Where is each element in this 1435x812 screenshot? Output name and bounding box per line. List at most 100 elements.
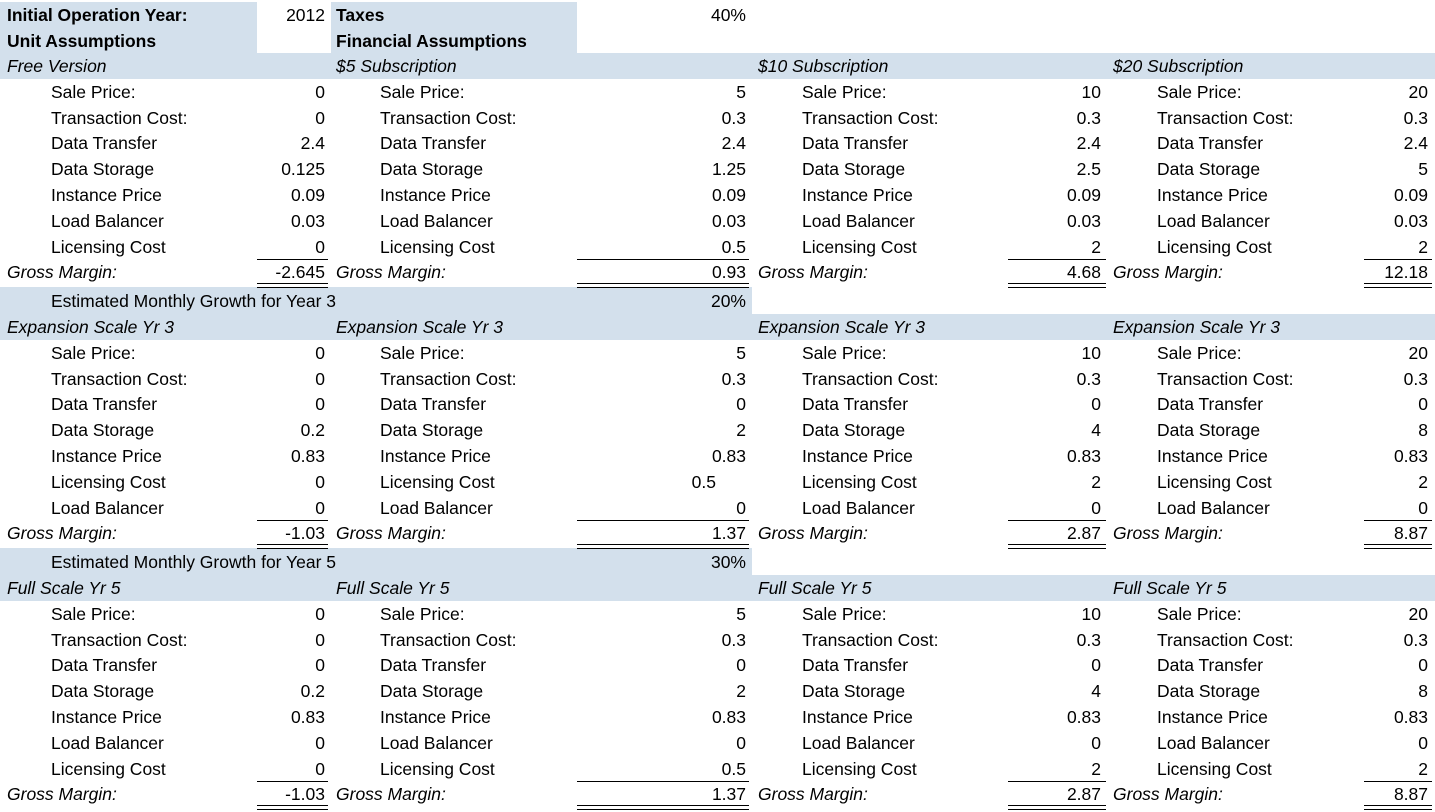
row-value[interactable]: 0.83 xyxy=(290,707,325,727)
gross-margin-value[interactable]: -1.03 xyxy=(285,523,325,544)
row-value[interactable]: 8 xyxy=(1418,681,1428,702)
row-value[interactable]: 0 xyxy=(315,342,325,363)
gross-margin-value[interactable]: 8.87 xyxy=(1393,523,1428,544)
row-value[interactable]: 0.83 xyxy=(1393,446,1428,466)
row-value[interactable]: 0.125 xyxy=(281,159,325,180)
gross-margin-value[interactable]: 12.18 xyxy=(1384,262,1428,283)
row-value[interactable]: 0 xyxy=(315,732,325,753)
row-value[interactable]: 1.25 xyxy=(711,159,746,180)
row-value[interactable]: 20 xyxy=(1408,81,1428,102)
row-value[interactable]: 0.5 xyxy=(721,758,746,779)
row-value[interactable]: 0.83 xyxy=(290,446,325,466)
row-value[interactable]: 0.3 xyxy=(1403,368,1428,389)
row-value[interactable]: 0.83 xyxy=(711,707,746,727)
row-value[interactable]: 0.03 xyxy=(290,210,325,231)
growth-year5-value[interactable]: 30% xyxy=(710,552,746,572)
row-value[interactable]: 2 xyxy=(736,420,746,441)
row-value[interactable]: 0 xyxy=(315,603,325,624)
row-value[interactable]: 2 xyxy=(1418,758,1428,779)
row-value[interactable]: 0.03 xyxy=(711,210,746,231)
row-value[interactable]: 10 xyxy=(1081,342,1101,363)
gross-margin-value[interactable]: 1.37 xyxy=(711,784,746,805)
row-value[interactable]: 0.83 xyxy=(1393,707,1428,727)
gross-margin-value[interactable]: 1.37 xyxy=(711,523,746,544)
row-value[interactable]: 5 xyxy=(736,342,746,363)
gross-margin-value[interactable]: -1.03 xyxy=(285,784,325,805)
row-value[interactable]: 2.5 xyxy=(1076,159,1101,180)
row-value[interactable]: 0.3 xyxy=(721,107,746,128)
row-value[interactable]: 0.3 xyxy=(1076,368,1101,389)
row-value[interactable]: 2.4 xyxy=(721,133,746,154)
row-value[interactable]: 0 xyxy=(1091,497,1101,518)
initial-operation-year-value[interactable]: 2012 xyxy=(286,5,325,25)
row-value[interactable]: 0.83 xyxy=(1066,707,1101,727)
row-value[interactable]: 0.09 xyxy=(1066,185,1101,205)
row-value[interactable]: 5 xyxy=(736,81,746,102)
gross-margin-value[interactable]: 2.87 xyxy=(1066,523,1101,544)
row-value[interactable]: 2 xyxy=(1091,758,1101,779)
gross-margin-value[interactable]: 4.68 xyxy=(1066,262,1101,283)
row-value[interactable]: 0.3 xyxy=(1076,629,1101,650)
row-value[interactable]: 10 xyxy=(1081,81,1101,102)
row-value[interactable]: 4 xyxy=(1091,420,1101,441)
gross-margin-value[interactable]: -2.645 xyxy=(275,262,325,283)
row-value[interactable]: 0 xyxy=(315,655,325,676)
row-value[interactable]: 20 xyxy=(1408,342,1428,363)
row-value[interactable]: 2.4 xyxy=(1076,133,1101,154)
row-value[interactable]: 0.2 xyxy=(300,420,325,441)
row-value[interactable]: 2.4 xyxy=(300,133,325,154)
row-value[interactable]: 2.4 xyxy=(1403,133,1428,154)
row-value[interactable]: 0.3 xyxy=(721,368,746,389)
row-value[interactable]: 0 xyxy=(315,497,325,518)
row-value[interactable]: 0.09 xyxy=(711,185,746,205)
row-value[interactable]: 2 xyxy=(736,681,746,702)
row-value[interactable]: 0.09 xyxy=(290,185,325,205)
gross-margin-value[interactable]: 8.87 xyxy=(1393,784,1428,805)
row-value[interactable]: 2 xyxy=(1418,471,1428,492)
taxes-value[interactable]: 40% xyxy=(710,5,746,25)
row-value[interactable]: 0.03 xyxy=(1066,210,1101,231)
gross-margin-value[interactable]: 2.87 xyxy=(1066,784,1101,805)
row-value[interactable]: 0.3 xyxy=(1076,107,1101,128)
row-value[interactable]: 0.3 xyxy=(1403,629,1428,650)
row-value[interactable]: 0 xyxy=(736,394,746,415)
row-value[interactable]: 0.83 xyxy=(1066,446,1101,466)
row-value[interactable]: 2 xyxy=(1418,236,1428,257)
row-value[interactable]: 5 xyxy=(736,603,746,624)
row-value[interactable]: 0 xyxy=(736,497,746,518)
row-value[interactable]: 0.09 xyxy=(1393,185,1428,205)
row-value[interactable]: 0.83 xyxy=(711,446,746,466)
row-value[interactable]: 0 xyxy=(315,236,325,257)
row-value[interactable]: 0 xyxy=(1418,497,1428,518)
row-value[interactable]: 10 xyxy=(1081,603,1101,624)
row-value[interactable]: 0 xyxy=(315,107,325,128)
row-value[interactable]: 0 xyxy=(1091,655,1101,676)
row-value[interactable]: 0 xyxy=(1418,394,1428,415)
row-value[interactable]: 2 xyxy=(1091,471,1101,492)
row-value[interactable]: 0 xyxy=(315,471,325,492)
growth-year3-value[interactable]: 20% xyxy=(710,291,746,311)
row-value[interactable]: 0.5 xyxy=(721,236,746,257)
row-value[interactable]: 0 xyxy=(315,758,325,779)
row-value[interactable]: 0.2 xyxy=(300,681,325,702)
row-value[interactable]: 0 xyxy=(315,368,325,389)
row-value[interactable]: 0.3 xyxy=(1403,107,1428,128)
row-value[interactable]: 0 xyxy=(1418,732,1428,753)
row-value[interactable]: 0 xyxy=(736,655,746,676)
row-value[interactable]: 5 xyxy=(1418,159,1428,180)
row-value[interactable]: 0.5 xyxy=(691,471,716,492)
row-value[interactable]: 0 xyxy=(315,81,325,102)
row-value[interactable]: 0 xyxy=(1091,394,1101,415)
row-value[interactable]: 0 xyxy=(736,732,746,753)
gross-margin-value[interactable]: 0.93 xyxy=(711,262,746,283)
row-value[interactable]: 0 xyxy=(1091,732,1101,753)
row-value[interactable]: 8 xyxy=(1418,420,1428,441)
row-value[interactable]: 0 xyxy=(1418,655,1428,676)
row-value[interactable]: 2 xyxy=(1091,236,1101,257)
row-value[interactable]: 20 xyxy=(1408,603,1428,624)
row-value[interactable]: 0.03 xyxy=(1393,210,1428,231)
row-value[interactable]: 0.3 xyxy=(721,629,746,650)
row-value[interactable]: 0 xyxy=(315,629,325,650)
row-value[interactable]: 4 xyxy=(1091,681,1101,702)
row-value[interactable]: 0 xyxy=(315,394,325,415)
